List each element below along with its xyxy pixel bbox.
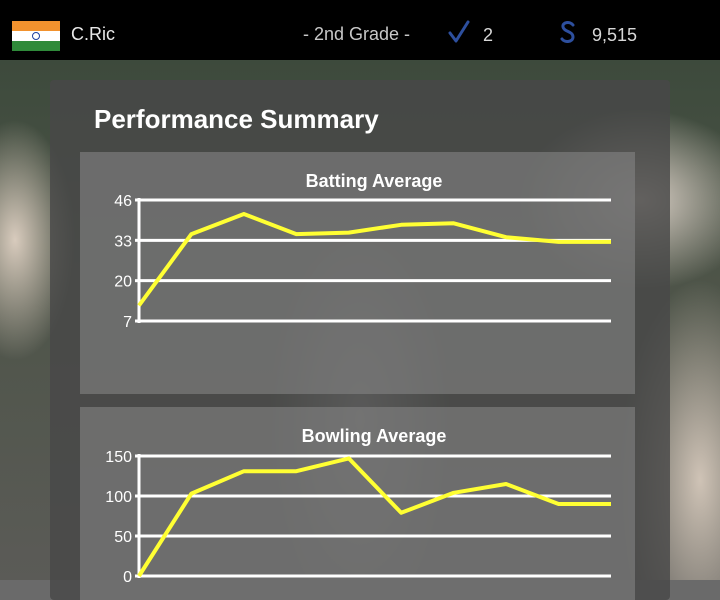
y-tick-label: 46 [114,193,132,210]
y-tick-label: 20 [114,274,132,291]
bowling-average-card: Bowling Average 0 50 100 150 [80,407,635,600]
batting-average-chart: Batting Average 7 20 33 46 [114,171,611,331]
top-bar: C.Ric - 2nd Grade - 2 9,515 [0,0,720,60]
series-line [137,212,611,307]
performance-panel: Performance Summary Batting Average 7 20 33… [50,80,670,600]
dollar-icon [560,21,575,43]
username[interactable]: C.Ric [71,24,115,44]
chart-title: Bowling Average [302,426,447,446]
series-line [137,456,611,578]
grade-label: - 2nd Grade - [303,24,411,44]
level-value: 2 [483,25,494,45]
y-tick-label: 100 [105,489,132,506]
india-flag-icon [12,21,60,51]
bowling-average-chart: Bowling Average 0 50 100 150 [105,426,611,586]
batting-average-card: Batting Average 7 20 33 46 [80,152,635,394]
y-tick-label: 0 [123,569,132,586]
tick-icon [448,20,470,43]
y-tick-label: 50 [114,529,132,546]
currency-value: 9,515 [592,25,638,45]
chart-title: Batting Average [306,171,443,191]
y-tick-label: 33 [114,233,132,250]
panel-title: Performance Summary [94,104,379,134]
y-tick-label: 150 [105,449,132,466]
y-tick-label: 7 [123,314,132,331]
